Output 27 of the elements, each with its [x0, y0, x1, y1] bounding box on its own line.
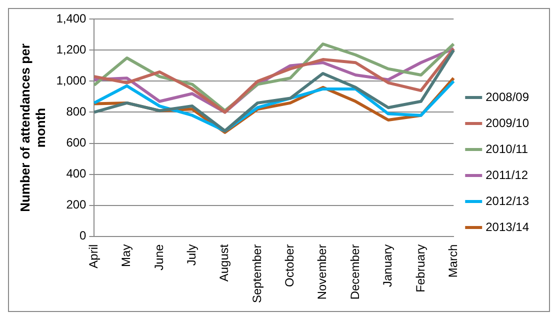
y-tick-label: 800	[66, 104, 87, 119]
legend-label: 2012/13	[486, 194, 530, 208]
x-tick-label: February	[413, 244, 428, 292]
x-tick-label: April	[86, 244, 101, 268]
x-tick-label: July	[184, 244, 199, 266]
legend-label: 2008/09	[486, 90, 530, 104]
x-tick-label: September	[250, 244, 264, 304]
y-tick-label: 600	[66, 136, 87, 150]
x-tick-label: October	[282, 244, 297, 287]
y-tick-label: 1,200	[56, 42, 87, 57]
y-tick-label: 200	[66, 198, 87, 212]
x-tick-label: December	[348, 244, 362, 300]
y-axis-title: Number of attendances per month	[17, 44, 48, 212]
x-tick-label: June	[152, 244, 166, 270]
y-tick-label: 1,400	[56, 12, 87, 26]
legend-label: 2013/14	[486, 220, 530, 234]
x-tick-label: August	[217, 244, 232, 282]
x-tick-label: January	[380, 244, 395, 288]
x-tick-label: November	[315, 244, 330, 300]
y-tick-label: 400	[66, 166, 87, 181]
legend-label: 2009/10	[486, 116, 530, 130]
x-tick-label: March	[446, 244, 460, 278]
legend-label: 2010/11	[486, 142, 528, 156]
legend-label: 2011/12	[486, 168, 528, 182]
y-tick-label: 1,000	[56, 74, 87, 88]
x-tick-label: May	[119, 244, 134, 267]
y-tick-label: 0	[80, 228, 87, 243]
